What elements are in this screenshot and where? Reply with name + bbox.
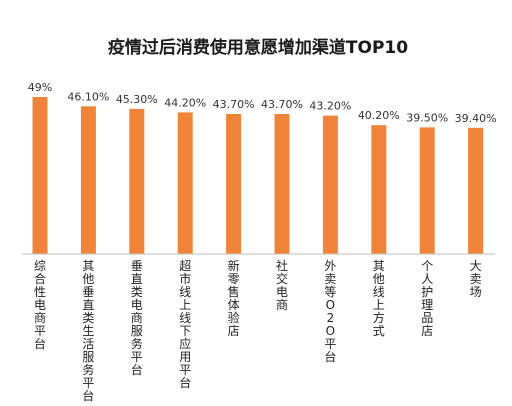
category-label-4: 新零售体验店 <box>228 258 240 338</box>
category-label-5: 社交电商 <box>276 258 288 312</box>
bar-0 <box>32 97 48 254</box>
bar-5 <box>274 114 290 254</box>
bar-6 <box>322 115 338 254</box>
category-label-2: 垂直类电商服务平台 <box>131 259 143 377</box>
data-label-3: 44.20% <box>164 96 206 109</box>
category-label-6: 外卖等 O 2 O 平台 <box>324 259 336 364</box>
bar-9 <box>468 127 484 254</box>
bar-3 <box>177 112 193 255</box>
category-label-0: 综合性电商平台 <box>34 259 46 351</box>
category-label-8: 个人护理品店 <box>421 259 433 338</box>
data-label-6: 43.20% <box>309 100 351 113</box>
chart-title: 疫情过后消费使用意愿增加渠道TOP10 <box>108 37 408 58</box>
data-label-9: 39.40% <box>455 112 497 125</box>
bar-8 <box>419 127 435 254</box>
data-label-4: 43.70% <box>213 98 255 111</box>
category-label-7: 其他线上方式 <box>373 259 385 338</box>
category-label-3: 超市线上线下应用平台 <box>179 258 191 390</box>
data-label-5: 43.70% <box>261 98 303 111</box>
bar-2 <box>129 108 145 255</box>
data-label-8: 39.50% <box>406 111 448 124</box>
bar-1 <box>80 106 96 254</box>
category-label-1: 其他垂直类生活服务平台 <box>82 259 94 403</box>
bar-4 <box>226 114 242 254</box>
category-label-9: 大卖场 <box>470 259 482 299</box>
data-label-0: 49% <box>28 81 52 94</box>
bars-group: 49% 46.10% 45.30% 44.20% 43.70% 43.70% 43.20% 4… <box>28 81 497 255</box>
data-label-2: 45.30% <box>116 93 158 106</box>
category-labels-group: 综合性电商平台 其他垂直类生活服务平台 垂直类电商服务平台 超市线上线下应用平台 新零售… <box>34 258 482 403</box>
data-label-1: 46.10% <box>67 90 109 103</box>
bar-7 <box>371 125 387 254</box>
data-label-7: 40.20% <box>358 109 400 122</box>
